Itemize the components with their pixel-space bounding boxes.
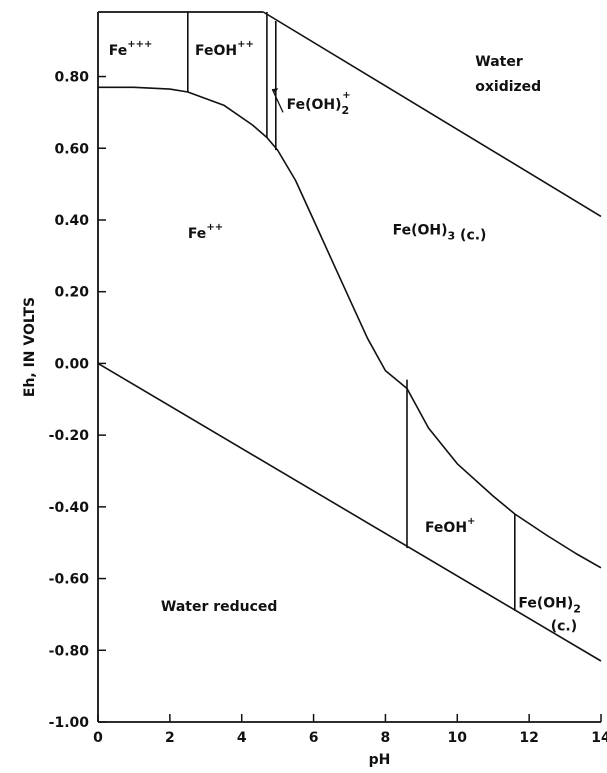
y-tick-label: -0.20 — [49, 428, 90, 444]
region-label-feoh2c-2: (c.) — [551, 619, 577, 635]
region-label-fe3: Fe+++ — [109, 39, 153, 59]
boundary-lines — [97, 11, 602, 662]
arrow-line — [271, 88, 284, 113]
x-tick-label: 10 — [448, 730, 468, 746]
x-tick-label: 12 — [519, 730, 538, 746]
fe2-fe3-curve — [98, 86, 602, 569]
region-label-feoh2plus2: FeOH++ — [195, 39, 254, 59]
y-tick-label: -0.80 — [49, 643, 90, 659]
region-label-feoh3c: Fe(OH)3 (c.) — [393, 222, 487, 243]
arrow-head — [272, 88, 279, 94]
y-tick-label: 0.40 — [54, 213, 89, 229]
y-axis-label: Eh, IN VOLTS — [22, 297, 38, 397]
y-tick-label: 0.20 — [54, 285, 89, 301]
region-label-water-oxidized-1: Water — [475, 54, 523, 70]
label-arrow — [271, 88, 284, 113]
region-label-feoh2c-1: Fe(OH)2 — [518, 595, 581, 615]
region-label-fe2: Fe++ — [188, 222, 223, 242]
axis-ticks — [97, 75, 602, 723]
region-label-water-oxidized-2: oxidized — [475, 79, 541, 95]
x-tick-label: 2 — [165, 730, 175, 746]
region-label-feohplus: FeOH+ — [425, 516, 476, 536]
region-labels: Fe+++ FeOH++ Fe(OH)2+ Water oxidized Fe++ Fe(O… — [109, 39, 581, 635]
y-tick-label: -0.40 — [49, 500, 90, 516]
region-label-feoh2plus: Fe(OH)2+ — [287, 90, 351, 117]
y-tick-label: 0.80 — [54, 70, 89, 86]
water-oxidized-line — [262, 11, 602, 218]
x-tick-label: 0 — [93, 730, 103, 746]
y-tick-label: 0.60 — [54, 141, 89, 157]
x-axis-label: pH — [369, 752, 391, 768]
x-tick-label: 14 — [591, 730, 607, 746]
x-tick-label: 6 — [309, 730, 319, 746]
x-tick-label: 8 — [381, 730, 391, 746]
water-reduced-line — [97, 362, 602, 662]
y-tick-label: -1.00 — [49, 715, 90, 731]
x-tick-label: 4 — [237, 730, 247, 746]
plot-frame — [97, 11, 601, 723]
tick-labels: 0 2 4 6 8 10 12 14 0.80 0.60 0.40 0.20 0.00 -0.20 -0.4… — [49, 70, 607, 746]
y-tick-label: -0.60 — [49, 572, 90, 588]
y-tick-label: 0.00 — [54, 356, 89, 372]
region-label-water-reduced: Water reduced — [161, 599, 278, 615]
